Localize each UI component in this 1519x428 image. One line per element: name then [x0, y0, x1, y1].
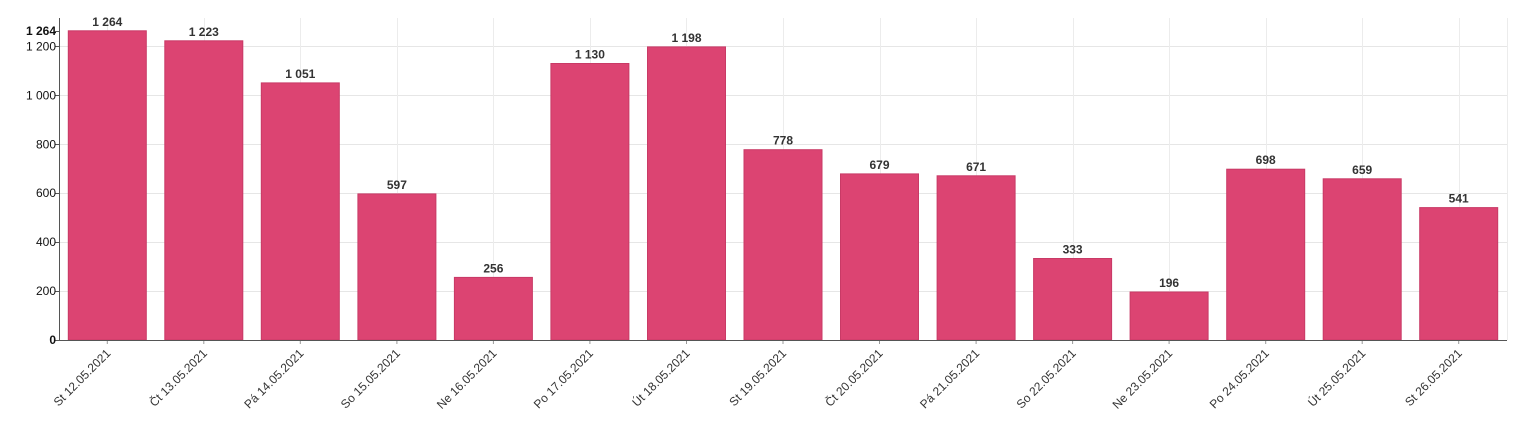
y-tick-label: 400	[36, 235, 56, 249]
bar-value-label: 196	[1159, 276, 1179, 290]
bar	[357, 193, 437, 341]
bar-value-label: 1 051	[285, 67, 315, 81]
bar	[260, 82, 340, 341]
bar	[1322, 178, 1402, 341]
bar-value-label: 333	[1063, 243, 1083, 257]
y-tick-label: 0	[49, 333, 56, 347]
y-tick-label: 600	[36, 186, 56, 200]
bar-value-label: 659	[1352, 163, 1372, 177]
x-tick-label: Čt 20.05.2021	[822, 345, 886, 409]
x-tick-label: Ne 16.05.2021	[434, 346, 500, 412]
bar-value-label: 1 130	[575, 48, 605, 62]
x-tick-label: Čt 13.05.2021	[146, 345, 210, 409]
x-tick-label: Pá 21.05.2021	[917, 346, 982, 411]
x-tick-label: Pá 14.05.2021	[241, 346, 306, 411]
bar-value-label: 541	[1449, 192, 1469, 206]
bar	[453, 276, 533, 341]
bar-value-label: 1 264	[92, 15, 122, 29]
y-tick-label: 800	[36, 137, 56, 151]
bar	[936, 175, 1016, 341]
bar-value-label: 671	[966, 160, 986, 174]
bars-layer	[67, 30, 1499, 341]
bar	[67, 30, 147, 341]
bar-value-label: 597	[387, 178, 407, 192]
bar	[164, 40, 244, 341]
y-tick-label: 1 200	[26, 39, 56, 53]
x-tick-label: So 22.05.2021	[1014, 346, 1079, 411]
bar	[647, 46, 726, 341]
bar	[1419, 207, 1499, 341]
x-tick-label: Út 25.05.2021	[1304, 345, 1368, 409]
bar-value-label: 256	[483, 261, 503, 275]
bar-value-label: 778	[773, 134, 793, 148]
bar-value-label: 1 223	[189, 25, 219, 39]
x-tick-label: So 15.05.2021	[338, 346, 403, 411]
x-tick-label: St 26.05.2021	[1402, 346, 1465, 409]
y-tick-label: 1 000	[26, 88, 56, 102]
bar	[1226, 168, 1306, 341]
bar-value-label: 679	[869, 158, 889, 172]
x-tick-label: Po 17.05.2021	[531, 346, 596, 411]
x-tick-label: Út 18.05.2021	[629, 345, 693, 409]
x-tick-label: St 12.05.2021	[51, 346, 114, 409]
x-tick-label: St 19.05.2021	[726, 346, 789, 409]
x-tick-label: Po 24.05.2021	[1207, 346, 1272, 411]
bar	[1129, 291, 1209, 341]
bar	[1033, 258, 1113, 341]
x-tick-label: Ne 23.05.2021	[1110, 346, 1176, 412]
bar-value-label: 698	[1256, 153, 1276, 167]
bar	[550, 63, 630, 341]
bar-value-label: 1 198	[671, 31, 701, 45]
y-max-label: 1 264	[26, 24, 56, 38]
y-tick-label: 200	[36, 284, 56, 298]
bar	[840, 173, 919, 341]
bar	[743, 149, 823, 341]
